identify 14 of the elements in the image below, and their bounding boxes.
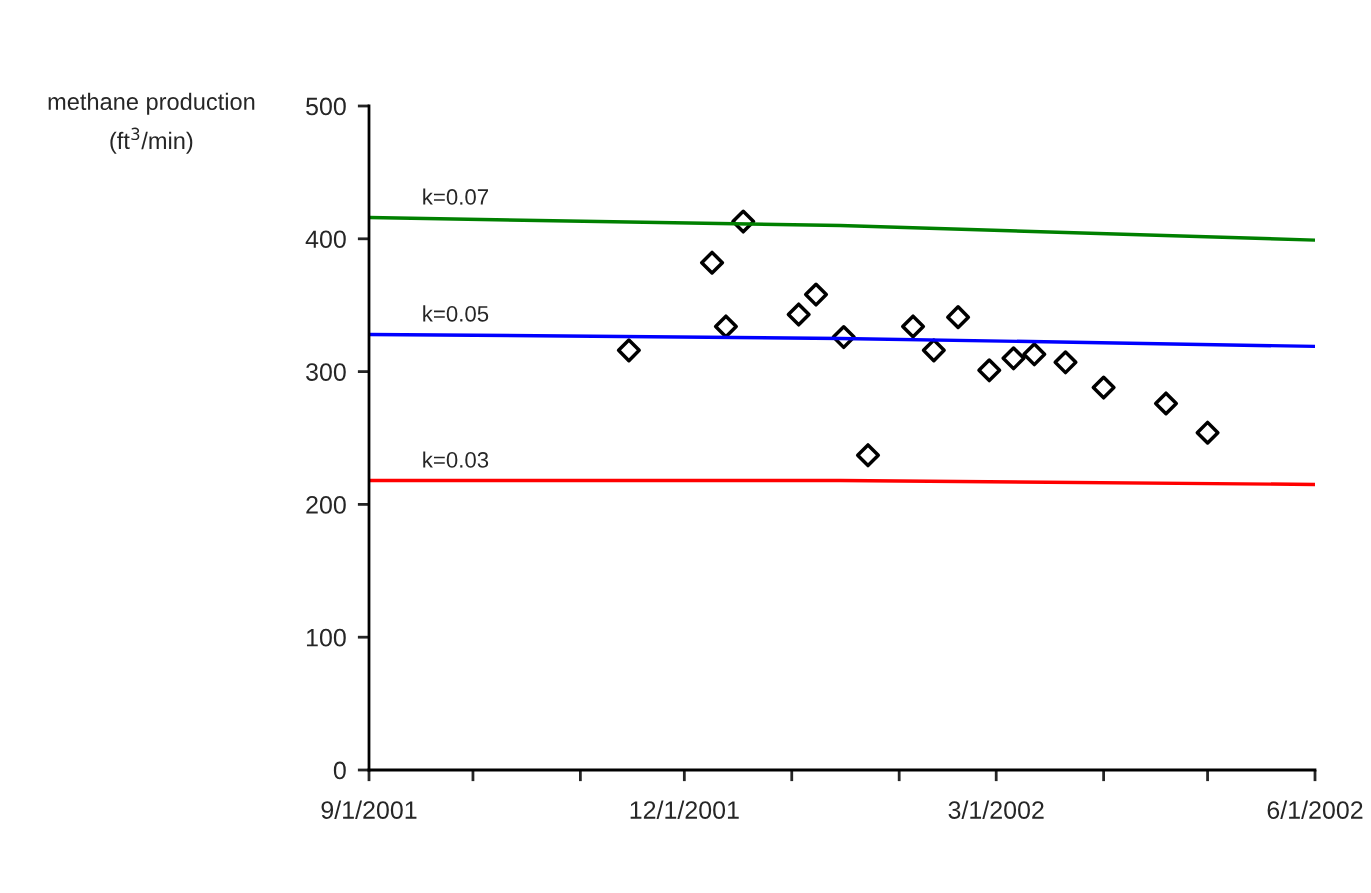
y-tick-label: 100 (306, 628, 346, 647)
y-tick-label: 0 (333, 761, 346, 780)
x-tick-label: 9/1/2001 (321, 800, 417, 819)
y-tick-label: 300 (306, 363, 346, 381)
y-axis-title: methane production (ft$^{3}$/min) (48, 92, 255, 154)
x-tick-label: 12/1/2001 (630, 800, 739, 819)
y-tick-label: 200 (306, 496, 346, 514)
series-label: k=0.05 (423, 305, 489, 322)
x-tick-label: 3/1/2002 (948, 800, 1044, 819)
x-tick-label: 6/1/2002 (1267, 800, 1363, 819)
series-label: k=0.03 (423, 451, 489, 468)
y-tick-label: 400 (305, 230, 346, 249)
y-tick-label: 500 (306, 97, 346, 116)
series-label: k=0.07 (423, 188, 488, 205)
